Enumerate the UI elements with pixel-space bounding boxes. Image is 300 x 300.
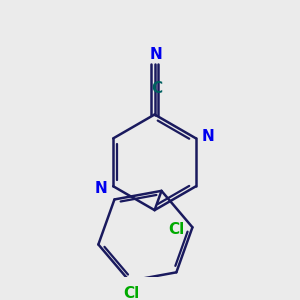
Text: N: N: [95, 181, 108, 196]
Text: C: C: [151, 81, 162, 96]
Text: N: N: [150, 47, 163, 62]
Text: N: N: [202, 129, 214, 144]
Text: Cl: Cl: [168, 222, 184, 237]
Text: Cl: Cl: [123, 286, 139, 300]
